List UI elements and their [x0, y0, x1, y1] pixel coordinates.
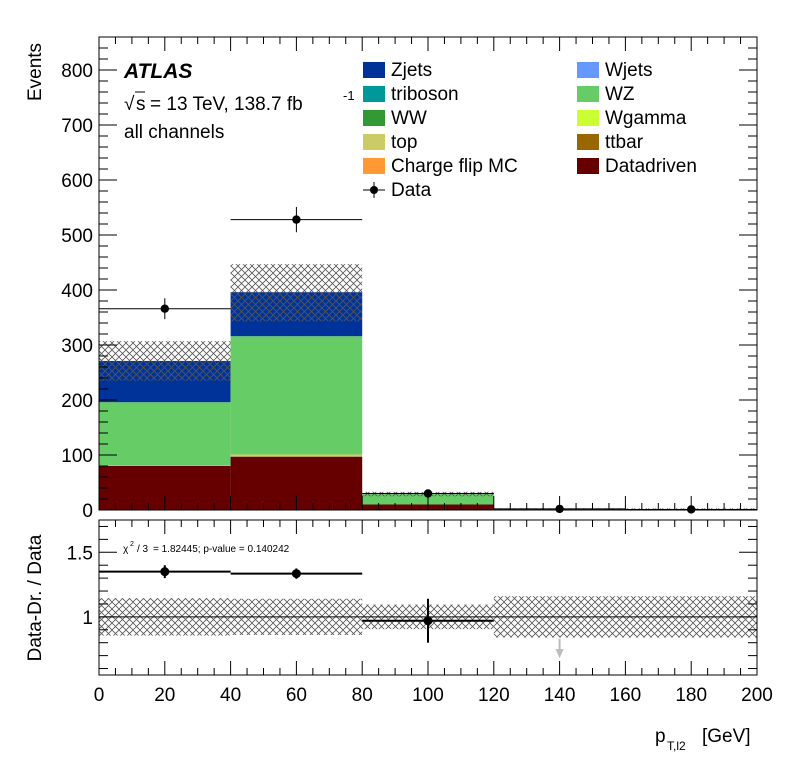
- legend-swatch: [577, 158, 599, 174]
- legend-swatch: [363, 86, 385, 102]
- ratio-point: [160, 567, 170, 577]
- energy-lumi: = 13 TeV, 138.7 fb: [150, 94, 303, 115]
- y-tick-label: 100: [61, 446, 93, 467]
- x-title-p: p: [655, 726, 666, 747]
- legend-label: top: [391, 132, 417, 153]
- ratio-y-axis: 11.5: [67, 525, 757, 670]
- ratio-arrow-head: [555, 649, 564, 659]
- main-y-axis: 0 100 200 300 400 500 600 700 800: [61, 47, 757, 522]
- legend-swatch: [363, 158, 385, 174]
- y-tick-label: 400: [61, 281, 93, 302]
- chi2-label: χ 2 / 3 = 1.82445; p-value = 0.140242: [123, 541, 290, 555]
- x-tick-label: 120: [478, 685, 510, 706]
- energy-label: √ s = 13 TeV, 138.7 fb -1: [124, 88, 355, 115]
- x-tick-label: 60: [286, 685, 307, 706]
- y-axis-title: Events: [25, 43, 46, 101]
- legend-label: Wjets: [605, 60, 653, 81]
- ratio-y-tick-label: 1.5: [67, 543, 93, 564]
- y-tick-label: 200: [61, 391, 93, 412]
- y-tick-label: 700: [61, 116, 93, 137]
- bar-top: [230, 454, 363, 457]
- x-tick-label: 20: [154, 685, 175, 706]
- x-tick-label: 0: [94, 685, 105, 706]
- sqrt-symbol: √: [124, 94, 135, 115]
- legend-label: triboson: [391, 84, 459, 105]
- chi2-exponent: 2: [130, 541, 134, 548]
- y-tick-label: 300: [61, 336, 93, 357]
- legend-label: Charge flip MC: [391, 156, 518, 177]
- legend-swatch: [363, 134, 385, 150]
- main-x-ticks: [98, 37, 758, 510]
- chi2-value: = 1.82445; p-value = 0.140242: [153, 544, 290, 555]
- x-tick-label: 40: [220, 685, 241, 706]
- legend-label: Wgamma: [605, 108, 687, 129]
- legend-label: WZ: [605, 84, 635, 105]
- legend-swatch: [363, 110, 385, 126]
- ratio-y-axis-title: Data-Dr. / Data: [25, 534, 46, 661]
- legend-label: Data: [391, 180, 432, 201]
- legend-label: Datadriven: [605, 156, 697, 177]
- lumi-exponent: -1: [343, 88, 355, 103]
- band-bin: [230, 264, 363, 322]
- x-axis-title: p T,l2 [GeV]: [655, 726, 751, 753]
- legend: Zjets Wjets triboson WZ WW Wgamma top ttbar Char…: [363, 60, 697, 201]
- data-points: [99, 206, 757, 514]
- x-tick-label: 100: [412, 685, 444, 706]
- y-tick-label: 800: [61, 61, 93, 82]
- x-tick-label: 200: [741, 685, 773, 706]
- bar-top: [99, 465, 231, 466]
- band-bin: [99, 341, 231, 381]
- legend-label: Zjets: [391, 60, 432, 81]
- x-tick-label: 80: [352, 685, 373, 706]
- chi2-ndf: / 3: [137, 544, 149, 555]
- x-axis: 0 20 40 60 80 100 120 140 160 180 200: [94, 520, 773, 706]
- chi2-symbol: χ: [123, 544, 129, 555]
- legend-swatch: [577, 110, 599, 126]
- legend-label: ttbar: [605, 132, 644, 153]
- stack-bars: [99, 292, 757, 510]
- x-tick-label: 160: [610, 685, 642, 706]
- ratio-points: [99, 565, 564, 659]
- y-tick-label: 600: [61, 171, 93, 192]
- data-point: [160, 304, 169, 313]
- ratio-y-tick-label: 1: [82, 608, 93, 629]
- data-point: [423, 489, 433, 498]
- x-tick-label: 140: [544, 685, 576, 706]
- atlas-label: ATLAS: [123, 60, 192, 83]
- legend-marker: [370, 186, 378, 194]
- legend-swatch: [577, 86, 599, 102]
- legend-swatch: [577, 134, 599, 150]
- data-point: [292, 215, 301, 224]
- bar-wz: [99, 402, 231, 466]
- channel-label: all channels: [124, 122, 224, 143]
- legend-swatch: [577, 62, 599, 78]
- legend-label: WW: [391, 108, 427, 129]
- legend-swatch: [363, 62, 385, 78]
- x-tick-label: 180: [675, 685, 707, 706]
- x-title-subscript: T,l2: [667, 739, 686, 753]
- y-tick-label: 500: [61, 226, 93, 247]
- sqrt-s: s: [136, 94, 146, 115]
- x-title-unit: [GeV]: [702, 726, 751, 747]
- ratio-point: [423, 616, 433, 626]
- y-tick-label: 0: [82, 501, 93, 522]
- bar-wz: [230, 336, 363, 455]
- ratio-point: [291, 569, 301, 579]
